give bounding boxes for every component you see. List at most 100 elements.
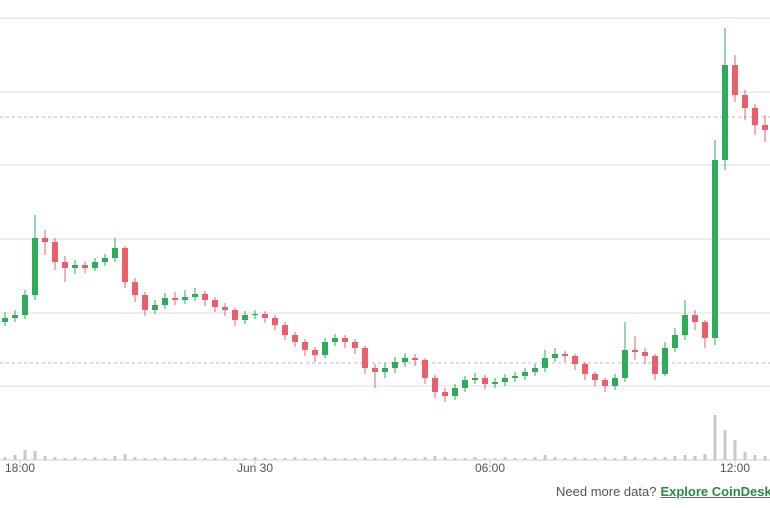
candle-body	[732, 65, 738, 95]
volume-bar	[593, 458, 597, 460]
volume-bar	[443, 457, 447, 460]
volume-bar	[493, 458, 497, 460]
volume-bar	[273, 458, 277, 460]
x-tick-label: 18:00	[5, 461, 35, 475]
volume-bar	[213, 458, 217, 460]
volume-bar	[423, 457, 427, 460]
candle-body	[642, 352, 648, 356]
volume-bar	[543, 455, 547, 460]
footer: Need more data? Explore CoinDesk'	[556, 484, 770, 499]
candle-body	[472, 378, 478, 380]
candle-body	[12, 315, 18, 318]
volume-bar	[753, 455, 757, 460]
candle-body	[362, 348, 368, 368]
volume-bar	[23, 450, 27, 460]
volume-bar	[473, 457, 477, 460]
x-tick-label: 06:00	[475, 461, 505, 475]
candle-body	[342, 338, 348, 342]
candle-body	[32, 238, 38, 295]
volume-bar	[303, 458, 307, 460]
volume-bar	[553, 457, 557, 460]
candle-body	[312, 350, 318, 355]
candle-body	[582, 364, 588, 374]
candle-body	[562, 354, 568, 356]
candle-body	[452, 388, 458, 396]
volume-bar	[153, 458, 157, 460]
candle-body	[382, 368, 388, 372]
candle-body	[672, 335, 678, 348]
volume-bar	[233, 458, 237, 460]
volume-bar	[63, 458, 67, 460]
candle-body	[142, 295, 148, 310]
volume-bar	[733, 440, 737, 460]
volume-bar	[203, 458, 207, 460]
candle-body	[132, 282, 138, 295]
candle-body	[372, 368, 378, 372]
candle-body	[722, 65, 728, 160]
volume-bar	[403, 458, 407, 460]
candle-body	[232, 310, 238, 320]
volume-bar	[703, 454, 707, 460]
volume-bar	[103, 458, 107, 460]
candle-body	[652, 356, 658, 374]
volume-bar	[293, 457, 297, 460]
volume-bar	[313, 458, 317, 460]
candle-body	[22, 295, 28, 315]
candle-body	[592, 374, 598, 380]
volume-bar	[133, 457, 137, 460]
candle-body	[292, 335, 298, 342]
x-tick-label: Jun 30	[237, 461, 273, 475]
volume-bar	[713, 415, 717, 460]
volume-bar	[483, 458, 487, 460]
volume-bar	[743, 452, 747, 460]
candle-body	[322, 342, 328, 355]
volume-bar	[3, 457, 7, 460]
candle-body	[252, 314, 258, 315]
volume-bar	[143, 458, 147, 460]
volume-bar	[573, 457, 577, 460]
candle-body	[202, 294, 208, 300]
candle-body	[162, 298, 168, 305]
volume-bar	[343, 458, 347, 460]
volume-bar	[673, 456, 677, 460]
candle-body	[682, 315, 688, 335]
candle-body	[262, 314, 268, 318]
candle-body	[212, 300, 218, 307]
candle-body	[662, 348, 668, 374]
candle-body	[482, 378, 488, 384]
volume-bar	[113, 456, 117, 460]
volume-bar	[123, 454, 127, 460]
volume-bar	[603, 457, 607, 460]
volume-bar	[253, 457, 257, 460]
candle-body	[92, 262, 98, 268]
candle-body	[492, 382, 498, 384]
candle-body	[512, 376, 518, 378]
volume-bar	[623, 456, 627, 460]
candle-body	[282, 325, 288, 335]
candle-body	[742, 95, 748, 108]
volume-bar	[183, 458, 187, 460]
volume-bar	[13, 455, 17, 460]
volume-bar	[563, 458, 567, 460]
volume-bar	[83, 458, 87, 460]
candle-body	[752, 108, 758, 125]
candle-body	[272, 318, 278, 325]
volume-bar	[693, 456, 697, 460]
candle-body	[432, 378, 438, 392]
candle-body	[762, 125, 768, 130]
candle-body	[192, 294, 198, 297]
candle-body	[352, 342, 358, 348]
volume-bar	[523, 458, 527, 460]
footer-link[interactable]: Explore CoinDesk'	[660, 484, 770, 499]
volume-bar	[73, 457, 77, 460]
candle-body	[392, 362, 398, 368]
candle-body	[412, 358, 418, 360]
candle-body	[242, 315, 248, 320]
candle-body	[122, 248, 128, 282]
candle-body	[442, 392, 448, 396]
candle-body	[712, 160, 718, 338]
volume-bar	[463, 458, 467, 460]
volume-bar	[53, 457, 57, 460]
candle-body	[112, 248, 118, 258]
